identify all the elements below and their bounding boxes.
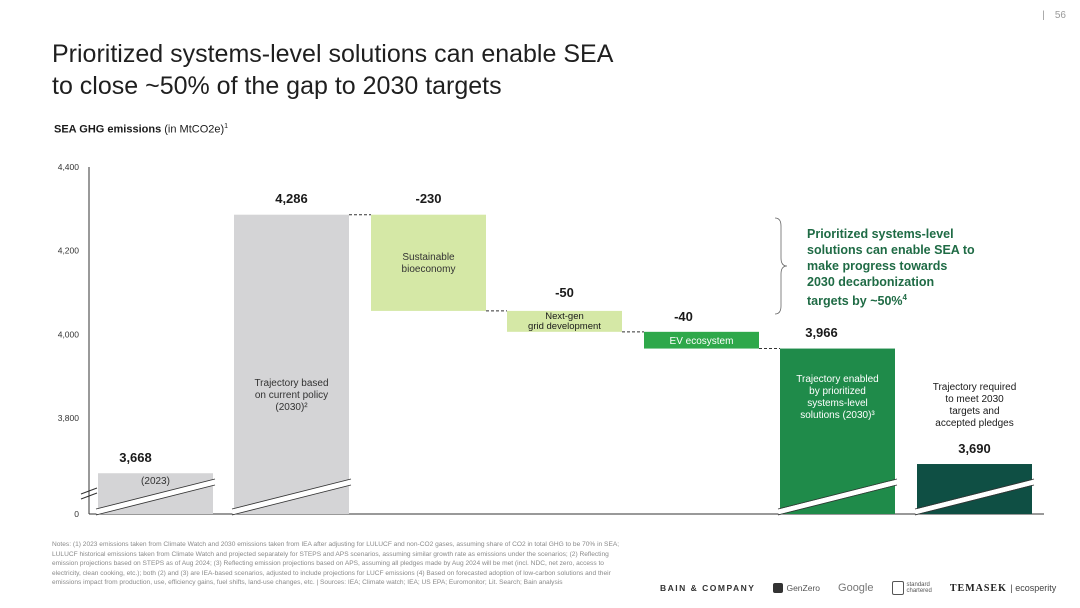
bar-category-label: targets and bbox=[949, 406, 999, 417]
bar-category-label: solutions (2030)³ bbox=[800, 410, 875, 421]
bar-category-label: (2030)² bbox=[275, 402, 308, 413]
bar-break-line bbox=[95, 478, 216, 510]
standard-line-2: chartered bbox=[906, 588, 932, 594]
genzero-logo: GenZero bbox=[773, 583, 820, 593]
bar-category-label: (2023) bbox=[141, 476, 170, 487]
bar-category-label: Sustainable bbox=[402, 252, 455, 263]
callout-body: Prioritized systems-level solutions can … bbox=[807, 227, 975, 309]
callout-footnote: 4 bbox=[902, 293, 907, 302]
genzero-label: GenZero bbox=[786, 583, 821, 593]
genzero-mark-icon bbox=[773, 583, 784, 593]
bar-break-line bbox=[95, 484, 216, 516]
bar-category-label: grid development bbox=[528, 321, 601, 332]
chart-subtitle: SEA GHG emissions (in MtCO2e)1 bbox=[54, 123, 228, 136]
y-tick-label: 0 bbox=[74, 509, 79, 519]
bar-2 bbox=[234, 214, 349, 514]
standard-line-1: standard bbox=[906, 582, 930, 588]
bar-break-gap bbox=[95, 479, 216, 515]
bar-break-line bbox=[914, 484, 1035, 516]
bar-break-line bbox=[777, 484, 898, 516]
bar-4 bbox=[507, 310, 622, 332]
bar-category-label: by prioritized bbox=[809, 386, 866, 397]
bar-value-label: 3,966 bbox=[805, 325, 838, 340]
bar-category-label: Trajectory based bbox=[254, 378, 328, 389]
bar-value-label: 4,286 bbox=[275, 191, 308, 206]
bar-break-line bbox=[231, 484, 352, 516]
bar-break-gap bbox=[914, 479, 1035, 515]
bar-category-label: Trajectory required bbox=[933, 382, 1017, 393]
standard-chartered-logo: standard chartered bbox=[891, 581, 932, 595]
bar-break-line bbox=[231, 478, 352, 510]
bar-category-label: Next-gen bbox=[545, 311, 584, 322]
axis-break-mark bbox=[80, 487, 98, 495]
bar-category-label: accepted pledges bbox=[935, 418, 1013, 429]
bain-logo: BAIN & COMPANY bbox=[660, 583, 756, 593]
bar-value-label: -230 bbox=[415, 191, 441, 206]
partner-logos: BAIN & COMPANY GenZero Google standard ch… bbox=[660, 578, 1070, 598]
title-line-2: to close ~50% of the gap to 2030 targets bbox=[52, 72, 502, 100]
bar-value-label: 3,668 bbox=[119, 450, 152, 465]
temasek-logo: TEMASEK | ecosperity bbox=[950, 583, 1056, 594]
google-logo: Google bbox=[838, 582, 874, 594]
bar-value-label: 3,690 bbox=[958, 441, 991, 456]
title-line-1: Prioritized systems-level solutions can … bbox=[52, 40, 614, 68]
bar-break-gap bbox=[231, 479, 352, 515]
footnotes: Notes: (1) 2023 emissions taken from Cli… bbox=[52, 541, 620, 587]
subtitle-bold: SEA GHG emissions bbox=[54, 123, 162, 136]
bar-category-label: bioeconomy bbox=[402, 264, 456, 275]
waterfall-chart: 0 3,800 4,000 4,200 4,400 3,668 4,286 -230 -50 -4… bbox=[58, 162, 1044, 519]
bar-break-gap bbox=[777, 479, 898, 515]
subtitle-unit: (in MtCO2e) bbox=[161, 123, 225, 136]
callout-bracket bbox=[774, 217, 788, 315]
y-tick-label: 3,800 bbox=[58, 413, 80, 423]
bar-category-label: EV ecosystem bbox=[670, 336, 734, 347]
bar-break-line bbox=[914, 478, 1035, 510]
bar-category-label: systems-level bbox=[807, 398, 868, 409]
y-tick-label: 4,000 bbox=[58, 329, 80, 339]
page-title: Prioritized systems-level solutions can … bbox=[52, 38, 772, 102]
bar-value-label: -50 bbox=[555, 285, 574, 300]
temasek-label: TEMASEK bbox=[949, 582, 1007, 594]
bar-category-label: Trajectory enabled bbox=[796, 374, 878, 385]
page-number: | 56 bbox=[1042, 10, 1066, 21]
y-tick-label: 4,400 bbox=[58, 162, 80, 172]
bar-category-label: on current policy bbox=[255, 390, 328, 401]
bar-value-label: -40 bbox=[674, 309, 693, 324]
standard-chartered-mark-icon bbox=[891, 581, 904, 595]
axis-break-mark bbox=[80, 492, 98, 500]
callout-text: Prioritized systems-level solutions can … bbox=[807, 226, 977, 309]
y-tick-label: 4,200 bbox=[58, 246, 80, 256]
subtitle-footnote: 1 bbox=[224, 123, 229, 130]
bar-break-line bbox=[777, 478, 898, 510]
ecosperity-label: | ecosperity bbox=[1010, 582, 1057, 593]
bar-category-label: to meet 2030 bbox=[945, 394, 1004, 405]
bar-3 bbox=[371, 214, 486, 311]
bar-5 bbox=[644, 331, 759, 349]
